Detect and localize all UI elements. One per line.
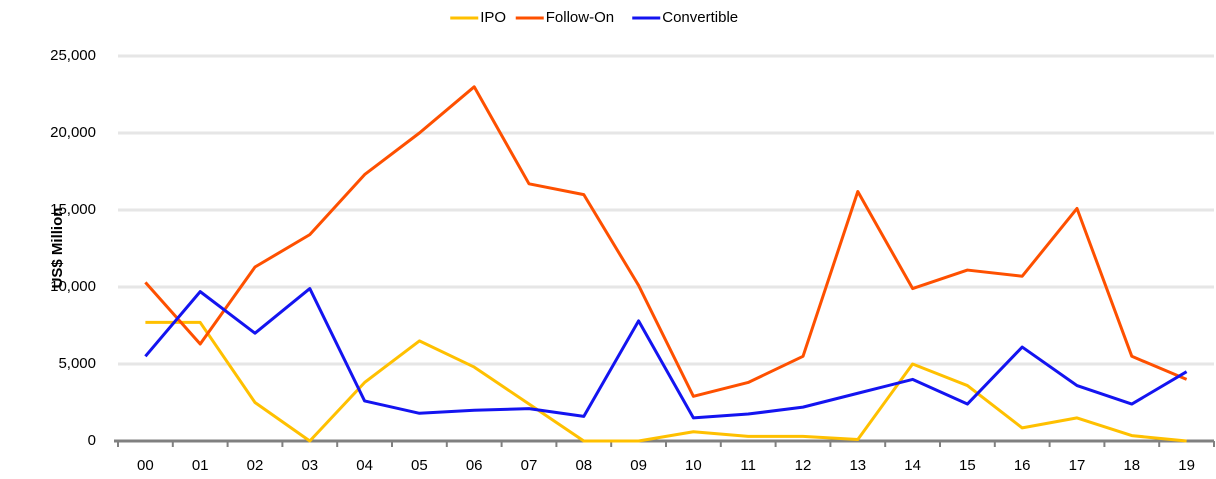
x-tick-label: 01: [192, 457, 209, 474]
x-tick-label: 02: [247, 457, 264, 474]
y-axis-label: US$ Million: [49, 208, 66, 289]
x-tick-label: 10: [685, 457, 702, 474]
y-tick-label: 25,000: [50, 47, 96, 64]
legend-label: Follow-On: [546, 9, 614, 26]
legend-label: IPO: [480, 9, 506, 26]
x-tick-label: 00: [137, 457, 154, 474]
x-tick-label: 04: [356, 457, 373, 474]
line: [145, 320, 1187, 443]
line: [144, 287, 1188, 420]
x-tick-label: 03: [301, 457, 318, 474]
y-tick-label: 20,000: [50, 124, 96, 141]
x-tick-label: 08: [575, 457, 592, 474]
x-tick-label: 12: [795, 457, 812, 474]
y-tick-label: 15,000: [50, 201, 96, 218]
x-tick-label: 14: [904, 457, 921, 474]
x-tick-label: 09: [630, 457, 647, 474]
x-tick-label: 13: [849, 457, 866, 474]
x-tick-label: 16: [1014, 457, 1031, 474]
y-tick-label: 0: [88, 432, 96, 449]
legend-label: Convertible: [662, 9, 738, 26]
x-tick-label: 19: [1178, 457, 1195, 474]
line: [144, 85, 1188, 398]
x-tick-label: 15: [959, 457, 976, 474]
x-tick-label: 11: [740, 457, 756, 474]
y-tick-label: 5,000: [58, 355, 96, 372]
x-tick-label: 05: [411, 457, 428, 474]
y-tick-label: 10,000: [50, 278, 96, 295]
x-tick-label: 06: [466, 457, 483, 474]
x-tick-label: 07: [521, 457, 538, 474]
x-tick-label: 17: [1069, 457, 1086, 474]
x-tick-label: 18: [1123, 457, 1140, 474]
